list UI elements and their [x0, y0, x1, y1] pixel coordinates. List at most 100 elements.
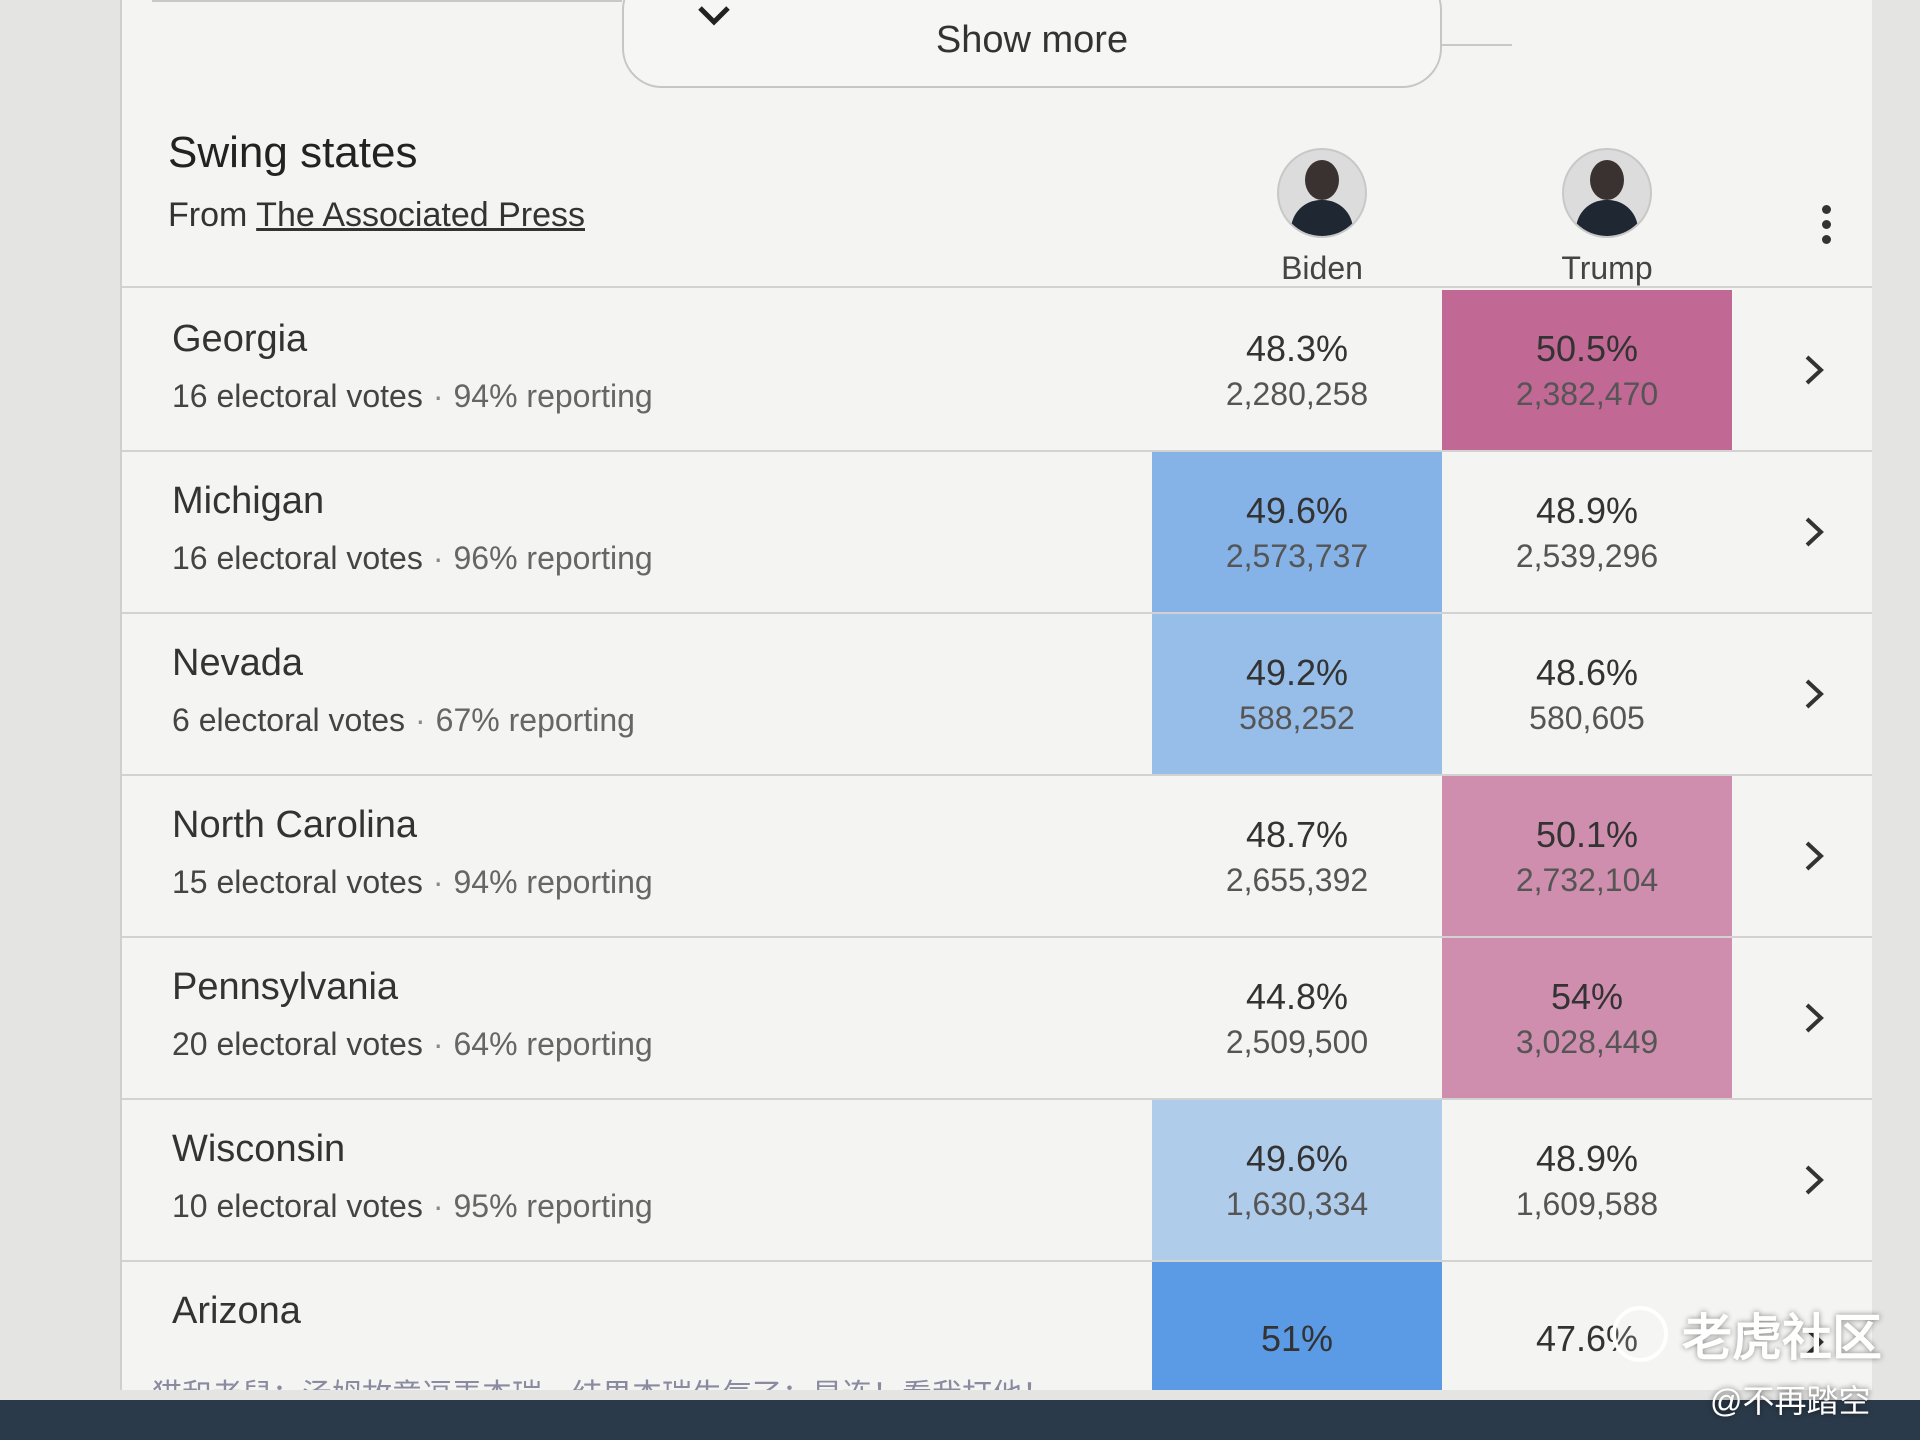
- state-meta: 6 electoral votes · 67% reporting: [172, 702, 635, 739]
- state-name: Nevada: [172, 642, 303, 684]
- vote-count: 2,382,470: [1515, 375, 1659, 412]
- result-cell-biden: 48.3% 2,280,258: [1152, 290, 1442, 450]
- state-row[interactable]: Georgia 16 electoral votes · 94% reporting 4…: [122, 290, 1872, 450]
- vote-count: 1,630,334: [1225, 1185, 1369, 1222]
- watermark: 老虎社区: [1612, 1298, 1882, 1370]
- vote-count: 1,609,588: [1515, 1185, 1659, 1222]
- reporting-status: 96% reporting: [453, 540, 653, 576]
- vote-percent: 50.5%: [1535, 327, 1639, 369]
- row-divider: [122, 612, 1872, 614]
- vote-percent: 48.6%: [1535, 651, 1639, 693]
- separator-dot: ·: [432, 1188, 444, 1224]
- reporting-status: 67% reporting: [435, 702, 635, 738]
- watermark-brand: 老虎社区: [1682, 1310, 1882, 1366]
- result-cell-trump: 48.6% 580,605: [1442, 614, 1732, 774]
- vote-percent: 49.6%: [1245, 1137, 1349, 1179]
- state-row[interactable]: Wisconsin 10 electoral votes · 95% reportin…: [122, 1100, 1872, 1260]
- tiger-logo-icon: [1612, 1306, 1668, 1362]
- electoral-votes: 6 electoral votes: [172, 702, 406, 738]
- chevron-right-icon[interactable]: [1802, 1324, 1826, 1360]
- result-cell-biden: 49.6% 1,630,334: [1152, 1100, 1442, 1260]
- state-meta: 20 electoral votes · 64% reporting: [172, 1026, 653, 1063]
- reporting-status: 64% reporting: [453, 1026, 653, 1062]
- state-row[interactable]: Nevada 6 electoral votes · 67% reporting 49.…: [122, 614, 1872, 774]
- electoral-votes: 15 electoral votes: [172, 864, 423, 900]
- vote-count: 2,539,296: [1515, 537, 1659, 574]
- source-link[interactable]: The Associated Press: [256, 196, 585, 234]
- candidate-name: Biden: [1281, 250, 1363, 286]
- state-row[interactable]: North Carolina 15 electoral votes · 94% rep…: [122, 776, 1872, 936]
- result-cell-biden: 48.7% 2,655,392: [1152, 776, 1442, 936]
- vote-percent: 44.8%: [1245, 975, 1349, 1017]
- vote-percent: 54%: [1550, 975, 1624, 1017]
- electoral-votes: 20 electoral votes: [172, 1026, 423, 1062]
- row-divider: [122, 936, 1872, 938]
- separator-dot: ·: [432, 864, 444, 900]
- separator-dot: ·: [432, 540, 444, 576]
- state-meta: 15 electoral votes · 94% reporting: [172, 864, 653, 901]
- vote-percent: 48.9%: [1535, 489, 1639, 531]
- more-options-icon[interactable]: [1822, 205, 1832, 250]
- chevron-right-icon[interactable]: [1802, 1000, 1826, 1036]
- vote-count: 2,280,258: [1225, 375, 1369, 412]
- section-title: Swing states: [168, 128, 418, 177]
- vote-count: 2,573,737: [1225, 537, 1369, 574]
- separator-dot: ·: [432, 378, 444, 414]
- state-row[interactable]: Arizona 51% 47.6%: [122, 1262, 1872, 1390]
- state-meta: 16 electoral votes · 96% reporting: [172, 540, 653, 577]
- vote-percent: 48.7%: [1245, 813, 1349, 855]
- candidate-trump: Trump: [1507, 148, 1707, 287]
- show-more-button[interactable]: Show more: [622, 0, 1442, 88]
- chevron-right-icon[interactable]: [1802, 1162, 1826, 1198]
- vote-percent: 49.6%: [1245, 489, 1349, 531]
- vote-count: 3,028,449: [1515, 1023, 1659, 1060]
- result-cell-trump: 48.9% 1,609,588: [1442, 1100, 1732, 1260]
- state-row[interactable]: Pennsylvania 20 electoral votes · 64% repor…: [122, 938, 1872, 1098]
- state-row[interactable]: Michigan 16 electoral votes · 96% reporting…: [122, 452, 1872, 612]
- electoral-votes: 10 electoral votes: [172, 1188, 423, 1224]
- reporting-status: 94% reporting: [453, 378, 653, 414]
- header-divider: [122, 286, 1872, 288]
- reporting-status: 95% reporting: [453, 1188, 653, 1224]
- taskbar: [0, 1400, 1920, 1440]
- state-meta: 10 electoral votes · 95% reporting: [172, 1188, 653, 1225]
- chevron-right-icon[interactable]: [1802, 676, 1826, 712]
- state-meta: 16 electoral votes · 94% reporting: [172, 378, 653, 415]
- result-cell-trump: 50.1% 2,732,104: [1442, 776, 1732, 936]
- state-name: Georgia: [172, 318, 308, 360]
- top-divider-left: [152, 0, 622, 2]
- result-cell-biden: 44.8% 2,509,500: [1152, 938, 1442, 1098]
- vote-percent: 50.1%: [1535, 813, 1639, 855]
- swing-states-card: Show more Swing states From The Associat…: [120, 0, 1872, 1390]
- state-name: Arizona: [172, 1290, 301, 1332]
- result-cell-trump: 48.9% 2,539,296: [1442, 452, 1732, 612]
- vote-percent: 51%: [1260, 1318, 1334, 1359]
- reporting-status: 94% reporting: [453, 864, 653, 900]
- separator-dot: ·: [415, 702, 426, 738]
- vote-count: 588,252: [1239, 699, 1355, 736]
- chevron-right-icon[interactable]: [1802, 514, 1826, 550]
- result-cell-biden: 51%: [1152, 1262, 1442, 1390]
- state-name: Wisconsin: [172, 1128, 346, 1170]
- vote-count: 2,655,392: [1225, 861, 1369, 898]
- state-name: Pennsylvania: [172, 966, 399, 1008]
- result-cell-biden: 49.2% 588,252: [1152, 614, 1442, 774]
- row-divider: [122, 1260, 1872, 1262]
- electoral-votes: 16 electoral votes: [172, 540, 423, 576]
- result-cell-trump: 50.5% 2,382,470: [1442, 290, 1732, 450]
- show-more-label: Show more: [935, 18, 1129, 61]
- candidate-name: Trump: [1561, 250, 1653, 286]
- avatar: [1562, 148, 1652, 238]
- vote-percent: 48.3%: [1245, 327, 1349, 369]
- chevron-right-icon[interactable]: [1802, 838, 1826, 874]
- row-divider: [122, 450, 1872, 452]
- avatar: [1277, 148, 1367, 238]
- chevron-right-icon[interactable]: [1802, 352, 1826, 388]
- vote-count: 2,509,500: [1225, 1023, 1369, 1060]
- electoral-votes: 16 electoral votes: [172, 378, 423, 414]
- result-cell-biden: 49.6% 2,573,737: [1152, 452, 1442, 612]
- vote-count: 2,732,104: [1515, 861, 1659, 898]
- candidate-biden: Biden: [1222, 148, 1422, 287]
- separator-dot: ·: [432, 1026, 444, 1062]
- footer-text: 猫和老鼠：汤姆故意逗弄杰瑞，结果杰瑞生气了：星连！看我打他！: [152, 1370, 1052, 1390]
